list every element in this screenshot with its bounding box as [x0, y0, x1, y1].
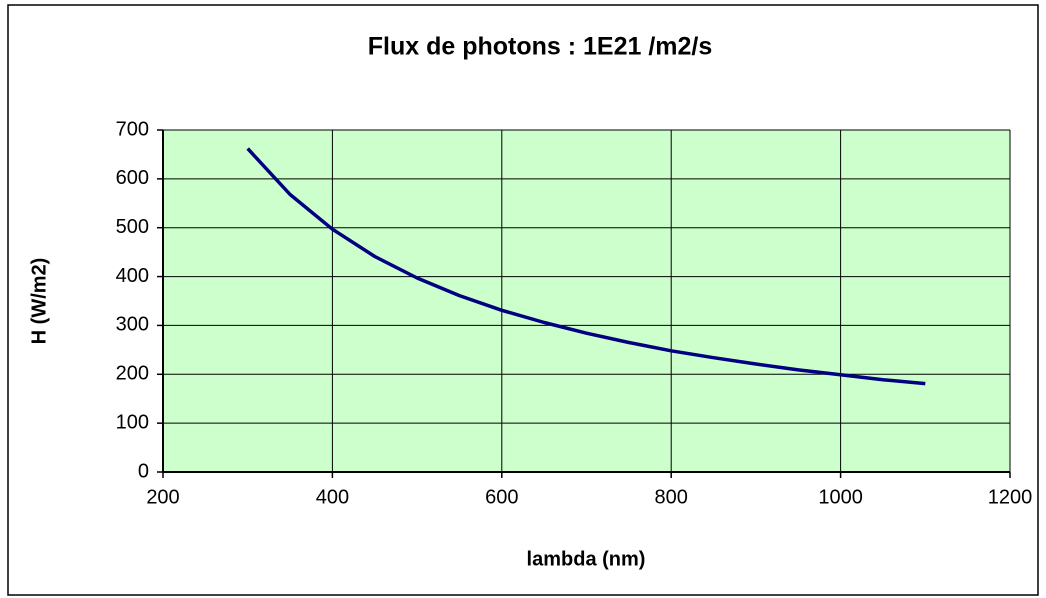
y-tick-label: 0 [138, 460, 149, 482]
y-tick-label: 600 [116, 167, 149, 189]
y-tick-label: 500 [116, 216, 149, 238]
x-tick-label: 1000 [818, 486, 863, 508]
y-tick-label: 200 [116, 363, 149, 385]
y-tick-label: 100 [116, 411, 149, 433]
x-tick-label: 400 [316, 486, 349, 508]
x-axis-label: lambda (nm) [527, 548, 646, 570]
y-tick-label: 700 [116, 118, 149, 140]
chart-title: Flux de photons : 1E21 /m2/s [368, 33, 713, 61]
data-line [246, 147, 926, 386]
x-tick-label: 800 [655, 486, 688, 508]
y-tick-label: 400 [116, 265, 149, 287]
x-tick-label: 1200 [988, 486, 1033, 508]
x-tick-label: 600 [485, 486, 518, 508]
y-axis-label: H (W/m2) [28, 258, 50, 345]
x-tick-label: 200 [146, 486, 179, 508]
plot-area [163, 130, 1010, 472]
y-tick-label: 300 [116, 314, 149, 336]
